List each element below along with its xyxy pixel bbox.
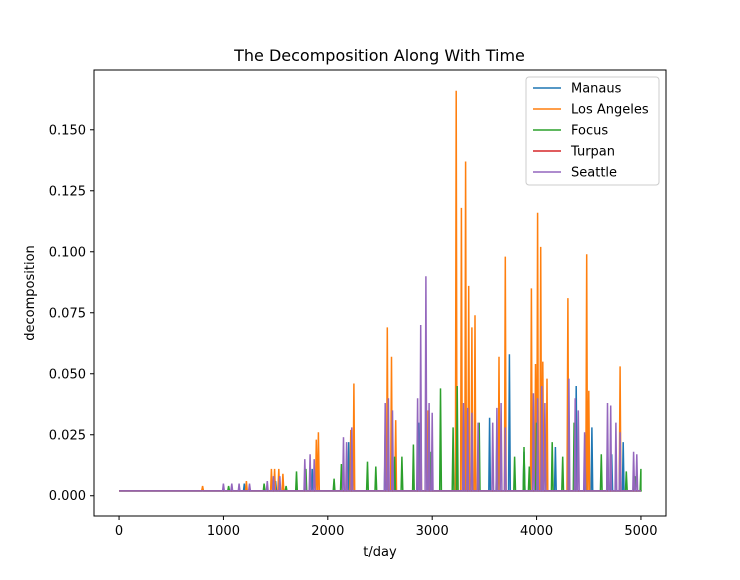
x-tick-label: 3000 xyxy=(416,524,449,539)
x-tick-label: 4000 xyxy=(520,524,553,539)
legend-label: Turpan xyxy=(570,145,615,160)
legend-frame xyxy=(525,76,660,186)
chart-title: The Decomposition Along With Time xyxy=(233,46,525,65)
x-tick-label: 1000 xyxy=(207,524,240,539)
y-tick-label: 0.150 xyxy=(49,123,86,138)
x-tick-label: 2000 xyxy=(311,524,344,539)
plot-area xyxy=(119,90,642,492)
x-axis: 0 1000 2000 3000 4000 5000 xyxy=(115,516,657,539)
legend-label: Los Angeles xyxy=(571,103,649,118)
axes-frame xyxy=(93,69,667,517)
y-tick-label: 0.100 xyxy=(49,245,86,260)
y-axis: 0.000 0.025 0.050 0.075 0.100 0.125 0.150 xyxy=(49,123,94,504)
y-tick-label: 0.025 xyxy=(49,428,86,443)
y-axis-label: decomposition xyxy=(23,245,38,341)
series-line-los-angeles xyxy=(119,90,641,492)
series-line-seattle xyxy=(119,276,641,492)
legend: Manaus Los Angeles Focus Turpan Seattle xyxy=(525,76,660,186)
legend-label: Seattle xyxy=(571,166,617,181)
series-line-focus xyxy=(119,385,642,492)
x-axis-label: t/day xyxy=(363,545,397,560)
y-tick-label: 0.075 xyxy=(49,306,86,321)
legend-label: Focus xyxy=(571,124,608,139)
y-tick-label: 0.125 xyxy=(49,184,86,199)
legend-label: Manaus xyxy=(571,82,622,97)
y-tick-label: 0.000 xyxy=(49,489,86,504)
x-tick-label: 5000 xyxy=(624,524,657,539)
x-tick-label: 0 xyxy=(115,524,123,539)
y-tick-label: 0.050 xyxy=(49,367,86,382)
